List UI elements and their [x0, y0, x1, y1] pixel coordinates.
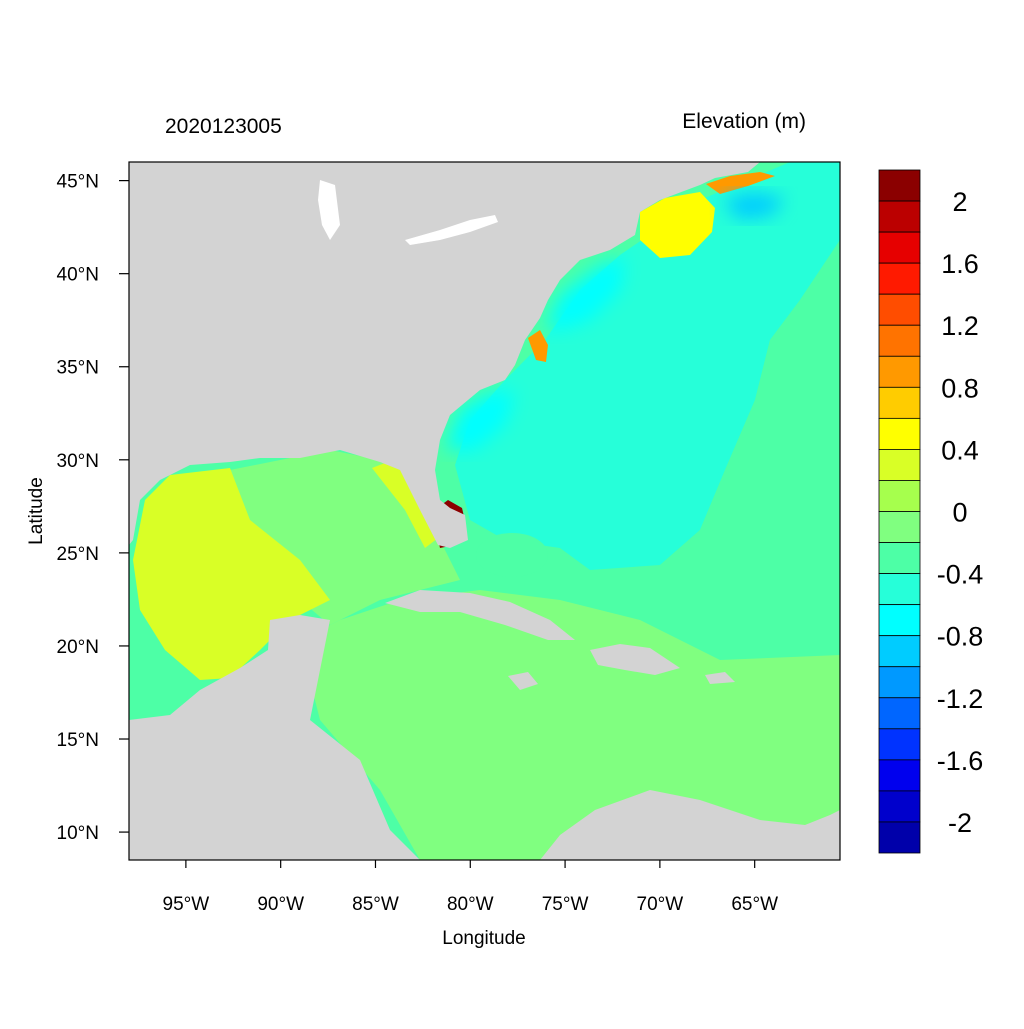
colorbar-label: -2	[948, 808, 972, 838]
colorbar-label: -1.2	[937, 684, 984, 714]
x-axis-ticks: 95°W 90°W 85°W 80°W 75°W 70°W 65°W	[163, 860, 778, 915]
colorbar-swatch	[878, 573, 921, 606]
south-america	[540, 790, 840, 860]
puerto-rico	[705, 672, 735, 684]
colorbar-label: 1.6	[941, 249, 979, 279]
colorbar-swatch	[878, 169, 921, 202]
x-tick-label: 95°W	[163, 894, 210, 915]
colorbar-swatch	[878, 480, 921, 512]
colorbar-swatch	[878, 697, 921, 730]
colorbar-swatch	[878, 386, 921, 419]
colorbar-swatch	[878, 666, 921, 699]
colorbar-swatch	[878, 821, 921, 854]
mid-atlantic-bight	[545, 258, 625, 330]
y-tick-label: 30°N	[57, 451, 99, 472]
caribbean-region	[300, 590, 840, 860]
colorbar-swatch	[878, 293, 921, 326]
y-axis-ticks: 45°N 40°N 35°N 30°N 25°N 20°N 15°N 10°N	[57, 172, 129, 844]
jamaica	[508, 672, 538, 690]
colorbar-swatch	[878, 790, 921, 823]
colorbar-swatch	[878, 262, 921, 295]
colorbar-swatch	[878, 231, 921, 264]
bay-of-fundy	[706, 172, 775, 194]
colorbar-swatch	[878, 759, 921, 792]
y-tick-label: 10°N	[57, 823, 99, 844]
map-frame	[128, 161, 841, 861]
y-tick-label: 35°N	[57, 358, 99, 379]
colorbar-swatch	[878, 449, 921, 481]
nova-scotia-low	[722, 192, 785, 220]
colorbar-swatch	[878, 324, 921, 357]
yucatan-central-america	[129, 615, 420, 860]
y-tick-label: 40°N	[57, 265, 99, 286]
colorbar-swatch	[878, 200, 921, 233]
colorbar	[878, 169, 921, 854]
y-tick-label: 45°N	[57, 172, 99, 193]
timestamp-title: 2020123005	[165, 115, 282, 138]
colorbar-swatch	[878, 604, 921, 637]
south-atlantic-bight	[445, 392, 515, 450]
x-tick-label: 70°W	[637, 894, 684, 915]
bahamas-banks	[476, 533, 548, 577]
map-content	[129, 162, 840, 860]
colorbar-label: -0.4	[937, 560, 984, 590]
colorbar-labels: 2 1.6 1.2 0.8 0.4 0 -0.4 -0.8 -1.2 -1.6 -2	[937, 187, 984, 838]
cuba	[385, 590, 575, 640]
y-tick-label: 25°N	[57, 544, 99, 565]
colorbar-label: 0	[952, 498, 967, 528]
colorbar-label: -1.6	[937, 746, 984, 776]
y-tick-label: 15°N	[57, 730, 99, 751]
variable-title: Elevation (m)	[682, 110, 806, 133]
colorbar-swatch	[878, 417, 921, 450]
x-axis-label: Longitude	[442, 928, 525, 949]
y-tick-label: 20°N	[57, 637, 99, 658]
colorbar-label: 0.8	[941, 373, 979, 403]
colorbar-label: 2	[952, 187, 967, 217]
colorbar-swatch	[878, 511, 921, 543]
x-tick-label: 85°W	[352, 894, 399, 915]
x-tick-label: 65°W	[731, 894, 778, 915]
x-tick-label: 80°W	[447, 894, 494, 915]
colorbar-label: -0.8	[937, 622, 984, 652]
offshore-atlantic	[660, 240, 840, 565]
gulf-of-maine	[640, 192, 715, 258]
great-lakes	[318, 180, 340, 240]
land-mass	[129, 162, 760, 548]
y-axis-label: Latitude	[26, 477, 47, 545]
hispaniola	[590, 644, 680, 675]
colorbar-swatch	[878, 542, 921, 574]
colorbar-swatch	[878, 635, 921, 668]
x-tick-label: 90°W	[257, 894, 304, 915]
colorbar-swatch	[878, 728, 921, 761]
colorbar-label: 0.4	[941, 435, 979, 465]
colorbar-label: 1.2	[941, 311, 979, 341]
florida-west-shelf	[372, 458, 438, 548]
pamlico-sound	[528, 330, 548, 362]
atlantic-region	[455, 162, 840, 570]
lake-erie-ontario	[405, 215, 498, 245]
colorbar-swatch	[878, 355, 921, 388]
x-tick-label: 75°W	[542, 894, 589, 915]
